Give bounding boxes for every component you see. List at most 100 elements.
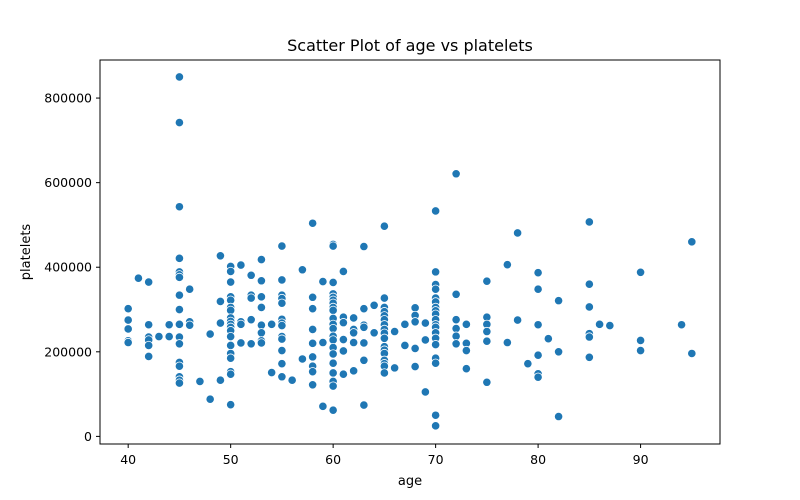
data-point	[410, 317, 420, 327]
data-point	[594, 319, 605, 329]
data-point	[308, 218, 318, 228]
data-point	[338, 369, 348, 379]
x-tick-label: 40	[120, 452, 136, 467]
data-point	[349, 313, 359, 323]
data-point	[513, 315, 523, 325]
data-point	[308, 292, 318, 302]
data-point	[267, 319, 277, 329]
data-point	[246, 315, 256, 325]
data-point	[482, 276, 492, 286]
data-point	[328, 335, 338, 345]
data-point	[338, 266, 348, 277]
data-point	[144, 351, 154, 362]
data-point	[277, 298, 287, 308]
data-point	[379, 368, 389, 378]
data-point	[533, 320, 543, 330]
data-point	[256, 320, 267, 330]
data-point	[308, 324, 318, 334]
data-point	[359, 400, 369, 410]
data-point	[461, 364, 471, 374]
data-point	[400, 319, 410, 329]
data-point	[359, 241, 369, 252]
data-point	[174, 202, 185, 212]
data-point	[123, 337, 133, 348]
x-tick-label: 80	[530, 452, 546, 467]
data-point	[164, 320, 174, 330]
data-point	[308, 367, 318, 377]
y-tick-label: 0	[84, 429, 92, 444]
data-point	[308, 338, 318, 348]
data-point	[379, 333, 389, 343]
data-point	[256, 338, 267, 348]
data-point	[277, 345, 287, 356]
data-point	[267, 367, 277, 378]
x-axis-ticks: 40 50 60 70 80 90	[120, 444, 649, 467]
data-point	[215, 375, 226, 385]
data-point	[553, 347, 564, 357]
data-point	[195, 376, 205, 387]
data-point	[123, 315, 133, 325]
data-points	[123, 72, 697, 431]
data-point	[277, 275, 287, 285]
data-point	[379, 221, 389, 231]
data-point	[277, 359, 287, 369]
data-point	[308, 304, 318, 314]
data-point	[246, 293, 256, 303]
data-point	[533, 268, 543, 278]
data-point	[174, 272, 185, 282]
data-point	[676, 320, 687, 330]
data-point	[543, 334, 553, 344]
data-point	[349, 337, 359, 348]
data-point	[174, 253, 185, 263]
data-point	[390, 363, 400, 373]
data-point	[318, 401, 328, 411]
data-point	[226, 277, 236, 287]
data-point	[277, 334, 287, 344]
data-point	[297, 354, 307, 364]
data-point	[502, 260, 512, 270]
data-point	[584, 302, 594, 312]
data-point	[420, 335, 430, 345]
y-tick-label: 800000	[44, 91, 92, 106]
data-point	[513, 228, 523, 238]
x-tick-label: 90	[633, 452, 649, 467]
data-point	[482, 377, 492, 387]
data-point	[215, 296, 226, 307]
data-point	[297, 265, 307, 275]
y-tick-label: 200000	[44, 344, 92, 359]
data-point	[226, 340, 236, 351]
data-point	[687, 348, 697, 359]
data-point	[277, 372, 287, 382]
data-point	[174, 117, 185, 128]
data-point	[390, 326, 400, 337]
data-point	[584, 332, 594, 342]
data-point	[359, 338, 369, 348]
data-point	[133, 273, 144, 283]
data-point	[328, 241, 338, 251]
data-point	[328, 405, 338, 415]
data-point	[410, 362, 420, 372]
data-point	[328, 381, 338, 391]
data-point	[431, 410, 441, 420]
data-point	[420, 387, 430, 397]
data-point	[533, 372, 543, 382]
data-point	[174, 378, 185, 388]
data-point	[287, 375, 297, 385]
data-point	[369, 328, 379, 338]
data-point	[451, 169, 461, 179]
data-point	[553, 296, 564, 306]
data-point	[635, 345, 646, 356]
data-point	[400, 340, 410, 351]
data-point	[246, 270, 256, 280]
data-point	[451, 323, 461, 334]
data-point	[431, 358, 441, 368]
data-point	[277, 320, 287, 331]
data-point	[328, 277, 338, 288]
data-point	[431, 340, 441, 350]
chart-title: Scatter Plot of age vs platelets	[287, 36, 533, 55]
data-point	[584, 352, 594, 362]
data-point	[461, 345, 471, 356]
data-point	[523, 359, 533, 369]
data-point	[635, 335, 646, 345]
data-point	[144, 340, 154, 351]
